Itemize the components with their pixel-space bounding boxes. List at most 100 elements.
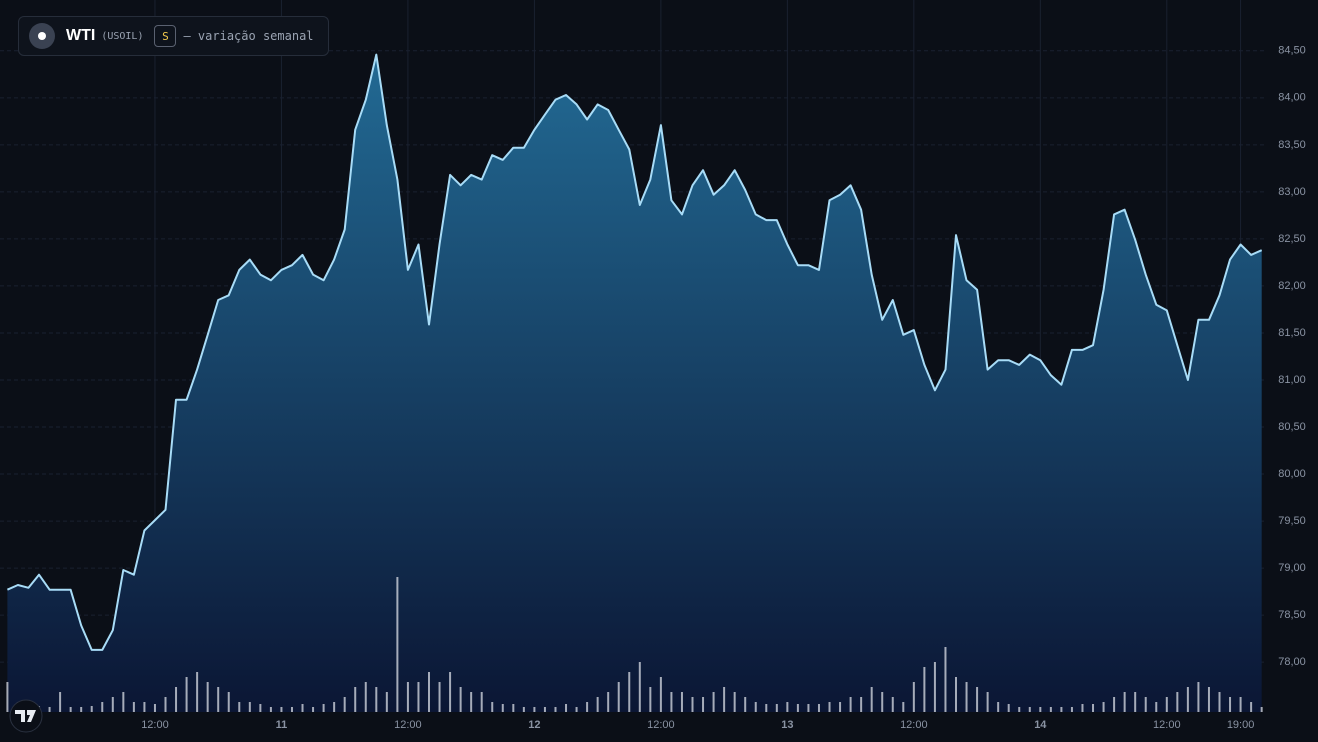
volume-bar (860, 697, 863, 712)
volume-bar (269, 707, 272, 712)
volume-bar (290, 707, 293, 712)
volume-bar (438, 682, 441, 712)
volume-bar (723, 687, 726, 712)
logo (9, 699, 43, 733)
volume-bar (312, 707, 315, 712)
volume-bar (301, 704, 304, 712)
volume-bar (470, 692, 473, 712)
volume-bar (1018, 707, 1021, 712)
volume-bar (90, 706, 93, 712)
x-tick-label: 12 (528, 719, 540, 731)
volume-bar (1250, 702, 1253, 712)
volume-bar (765, 704, 768, 712)
volume-bar (733, 692, 736, 712)
volume-bar (744, 697, 747, 712)
volume-bar (881, 692, 884, 712)
volume-bar (638, 662, 641, 712)
volume-bar (185, 677, 188, 712)
volume-bar (522, 707, 525, 712)
y-tick-label: 82,50 (1278, 233, 1306, 245)
volume-bar (1060, 707, 1063, 712)
volume-bar (1092, 704, 1095, 712)
volume-bar (227, 692, 230, 712)
volume-bar (280, 707, 283, 712)
y-tick-label: 84,00 (1278, 92, 1306, 104)
volume-bar (1039, 707, 1042, 712)
x-tick-label: 12:00 (141, 719, 169, 731)
volume-bar (153, 704, 156, 712)
volume-bar (754, 702, 757, 712)
volume-bar (217, 687, 220, 712)
symbol-icon (29, 23, 55, 49)
volume-bar (912, 682, 915, 712)
volume-bar (1197, 682, 1200, 712)
volume-bar (417, 682, 420, 712)
symbol-ticker: (USOIL) (101, 30, 144, 42)
volume-bar (596, 697, 599, 712)
volume-bar (1123, 692, 1126, 712)
volume-bar (712, 692, 715, 712)
volume-bar (364, 682, 367, 712)
volume-bar (902, 702, 905, 712)
volume-bar (1070, 707, 1073, 712)
volume-bar (1081, 704, 1084, 712)
volume-bar (259, 704, 262, 712)
volume-bar (385, 692, 388, 712)
volume-bar (565, 704, 568, 712)
legend[interactable]: WTI (USOIL) S — variação semanal (18, 16, 329, 56)
volume-bar (322, 704, 325, 712)
volume-bar (828, 702, 831, 712)
y-tick-label: 81,00 (1278, 374, 1306, 386)
symbol-name: WTI (66, 27, 96, 44)
volume-bar (628, 672, 631, 712)
volume-bar (375, 687, 378, 712)
volume-bar (976, 687, 979, 712)
volume-bar (1144, 697, 1147, 712)
volume-bar (986, 692, 989, 712)
y-tick-label: 80,50 (1278, 421, 1306, 433)
caption: — variação semanal (183, 29, 314, 43)
volume-bar (997, 702, 1000, 712)
volume-bar (1207, 687, 1210, 712)
y-tick-label: 84,50 (1278, 45, 1306, 57)
volume-bar (607, 692, 610, 712)
volume-bar (196, 672, 199, 712)
volume-bar (839, 702, 842, 712)
volume-bar (343, 697, 346, 712)
volume-bar (691, 697, 694, 712)
volume-bar (101, 702, 104, 712)
x-tick-label: 14 (1034, 719, 1047, 731)
x-tick-label: 13 (781, 719, 793, 731)
volume-bar (659, 677, 662, 712)
volume-bar (849, 697, 852, 712)
volume-bar (206, 682, 209, 712)
volume-bar (501, 704, 504, 712)
volume-bar (1229, 697, 1232, 712)
volume-bar (333, 702, 336, 712)
volume-bar (575, 707, 578, 712)
volume-bar (1113, 697, 1116, 712)
volume-bar (775, 704, 778, 712)
volume-bar (1028, 707, 1031, 712)
volume-bar (1239, 697, 1242, 712)
x-tick-label: 12:00 (647, 719, 675, 731)
volume-bar (554, 707, 557, 712)
volume-bar (586, 702, 589, 712)
y-tick-label: 81,50 (1278, 327, 1306, 339)
volume-bar (965, 682, 968, 712)
y-tick-label: 78,00 (1278, 656, 1306, 668)
volume-bar (786, 702, 789, 712)
price-line (6, 53, 1263, 651)
volume-bar (406, 682, 409, 712)
x-tick-label: 12:00 (394, 719, 422, 731)
volume-bar (807, 704, 810, 712)
volume-bar (248, 702, 251, 712)
y-tick-label: 83,00 (1278, 186, 1306, 198)
volume-bar (480, 692, 483, 712)
volume-bar (449, 672, 452, 712)
volume-bar (132, 702, 135, 712)
volume-bar (617, 682, 620, 712)
y-tick-label: 80,00 (1278, 468, 1306, 480)
badge[interactable]: S (154, 25, 177, 47)
